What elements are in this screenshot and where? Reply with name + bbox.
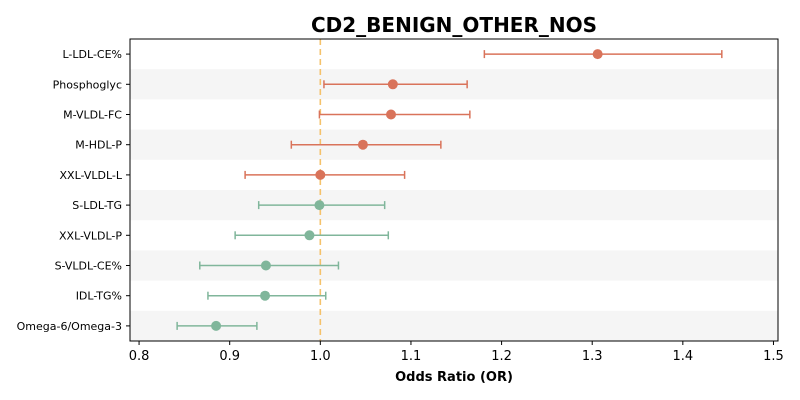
x-tick-label: 1.3: [582, 349, 603, 364]
x-tick-label: 0.9: [219, 349, 240, 364]
data-series: [176, 49, 723, 331]
plot-frame: [129, 38, 779, 342]
ci-row: [199, 260, 340, 271]
y-tick-label: Omega-6/Omega-3: [17, 320, 122, 333]
row-band: [130, 129, 778, 160]
or-point: [387, 79, 398, 90]
or-point: [314, 200, 325, 211]
ci-row: [244, 169, 406, 180]
x-tick-label: 1.2: [491, 349, 512, 364]
y-tick-label: M-VLDL-FC: [63, 109, 122, 122]
ci-row: [290, 139, 442, 150]
or-point: [315, 169, 326, 180]
x-tick-label: 1.1: [401, 349, 422, 364]
ci-row: [318, 109, 471, 120]
or-point: [260, 290, 271, 301]
y-tick-label: S-VLDL-CE%: [55, 260, 122, 273]
x-axis-label: Odds Ratio (OR): [395, 370, 513, 385]
or-point: [211, 320, 222, 331]
or-point: [304, 230, 315, 241]
y-tick-label: XXL-VLDL-P: [59, 229, 122, 242]
y-tick-label: L-LDL-CE%: [63, 48, 123, 61]
chart-title: CD2_BENIGN_OTHER_NOS: [311, 13, 597, 37]
ci-row: [207, 290, 327, 301]
y-axis-ticks: L-LDL-CE% Phosphoglyc M-VLDL-FC M-HDL-P XXL-…: [17, 48, 130, 333]
ci-row: [176, 320, 258, 331]
ci-row: [234, 230, 390, 241]
x-tick-label: 0.8: [129, 349, 150, 364]
y-tick-label: S-LDL-TG: [72, 199, 122, 212]
y-tick-label: XXL-VLDL-L: [60, 169, 123, 182]
x-tick-label: 1.0: [310, 349, 331, 364]
y-tick-label: Phosphoglyc: [53, 78, 122, 91]
x-axis-ticks: 0.8 0.9 1.0 1.1 1.2 1.3 1.4 1.5: [129, 341, 784, 364]
x-tick-label: 1.5: [763, 349, 784, 364]
row-band: [130, 190, 778, 221]
or-point: [386, 109, 397, 120]
x-tick-label: 1.4: [672, 349, 693, 364]
y-tick-label: IDL-TG%: [76, 290, 122, 303]
ci-row: [257, 200, 386, 211]
y-tick-label: M-HDL-P: [75, 139, 122, 152]
ci-row: [323, 79, 468, 90]
ci-row: [483, 49, 723, 60]
or-point: [260, 260, 271, 271]
row-bands: [130, 69, 778, 341]
or-point: [592, 49, 603, 60]
or-point: [357, 139, 368, 150]
